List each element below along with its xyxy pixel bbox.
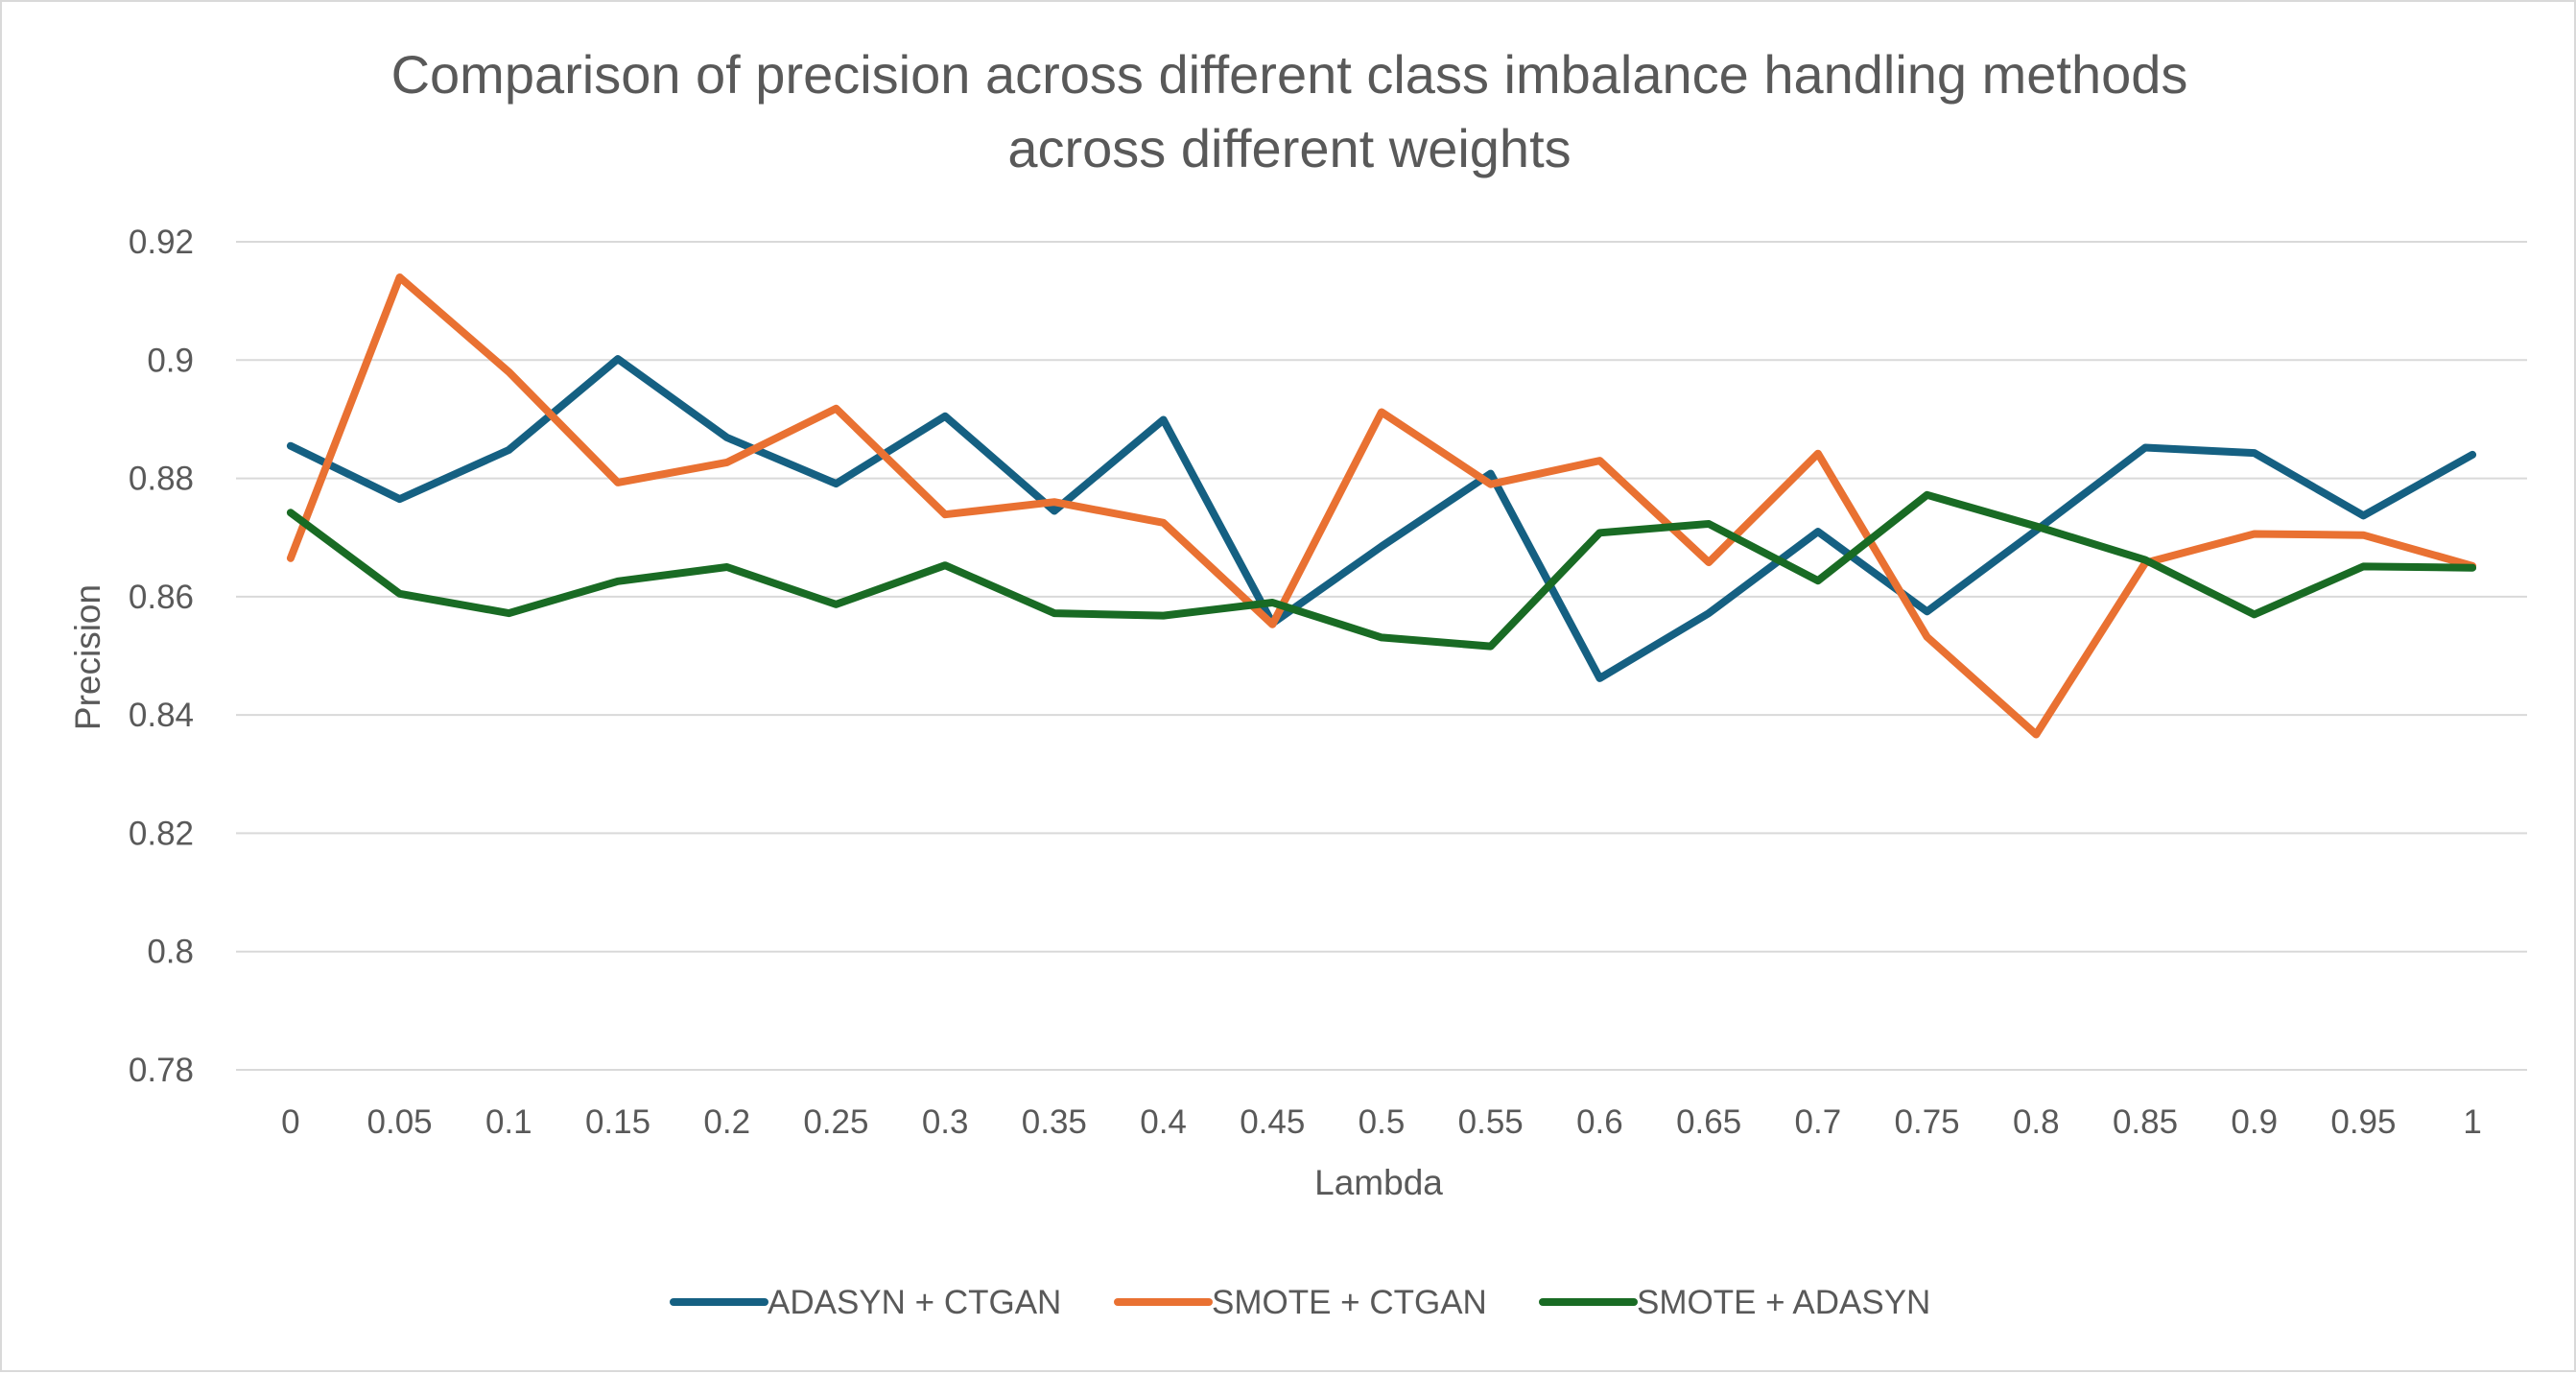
series-line-adasyn-ctgan (286, 355, 2477, 682)
chart-title-line-1: Comparison of precision across different… (391, 44, 2188, 105)
x-tick-label: 0.05 (367, 1103, 433, 1141)
y-axis-title: Precision (68, 584, 107, 730)
legend-label: SMOTE + ADASYN (1637, 1284, 1930, 1321)
legend: ADASYN + CTGAN SMOTE + CTGAN SMOTE + ADASY… (670, 1284, 1930, 1321)
series-line-smote-ctgan (286, 273, 2477, 739)
x-tick-label: 0.9 (2231, 1103, 2278, 1141)
x-tick-label: 0.25 (803, 1103, 868, 1141)
gridlines (236, 241, 2527, 1071)
x-tick-label: 0.55 (1458, 1103, 1524, 1141)
y-tick-label: 0.86 (129, 579, 194, 616)
chart-title-line-2: across different weights (1007, 118, 1571, 178)
y-tick-label: 0.8 (147, 934, 194, 971)
x-tick-label: 0.8 (2013, 1103, 2060, 1141)
x-tick-label: 0.75 (1895, 1103, 1960, 1141)
x-tick-label: 0.5 (1359, 1103, 1406, 1141)
legend-label: ADASYN + CTGAN (768, 1284, 1061, 1321)
y-axis-tick-labels: 0.78 0.8 0.82 0.84 0.86 0.88 0.9 0.92 (129, 224, 194, 1089)
series-line-smote-adasyn (286, 490, 2477, 651)
x-tick-label: 0 (281, 1103, 299, 1141)
x-tick-label: 0.65 (1676, 1103, 1741, 1141)
y-tick-label: 0.88 (129, 461, 194, 498)
x-axis-tick-labels: 0 0.05 0.1 0.15 0.2 0.25 0.3 0.35 0.4 0.45 0.5 0.55… (281, 1103, 2482, 1141)
x-tick-label: 0.85 (2113, 1103, 2178, 1141)
x-tick-label: 0.45 (1240, 1103, 1305, 1141)
x-tick-label: 0.2 (703, 1103, 750, 1141)
y-tick-label: 0.9 (147, 342, 194, 379)
series-lines (286, 273, 2477, 739)
x-tick-label: 0.6 (1576, 1103, 1623, 1141)
x-tick-label: 0.7 (1795, 1103, 1842, 1141)
y-tick-label: 0.92 (129, 224, 194, 261)
x-axis-title: Lambda (1314, 1163, 1443, 1202)
y-tick-label: 0.84 (129, 697, 194, 734)
x-tick-label: 0.35 (1022, 1103, 1087, 1141)
x-tick-label: 0.4 (1140, 1103, 1187, 1141)
x-tick-label: 0.15 (585, 1103, 650, 1141)
x-tick-label: 0.3 (922, 1103, 969, 1141)
x-tick-label: 1 (2463, 1103, 2481, 1141)
y-tick-label: 0.82 (129, 815, 194, 852)
x-tick-label: 0.95 (2330, 1103, 2396, 1141)
x-tick-label: 0.1 (485, 1103, 532, 1141)
y-tick-label: 0.78 (129, 1052, 194, 1089)
legend-label: SMOTE + CTGAN (1212, 1284, 1487, 1321)
